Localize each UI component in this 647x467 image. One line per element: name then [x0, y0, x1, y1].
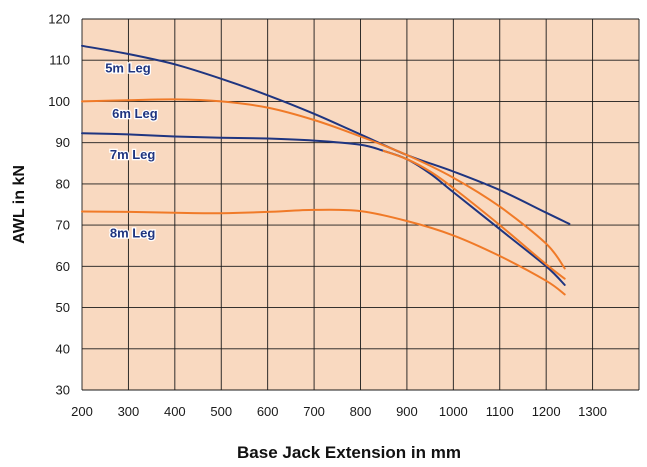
x-tick-label: 500	[210, 404, 232, 419]
series-line	[382, 149, 566, 280]
y-tick-label: 90	[56, 135, 70, 150]
series-line	[81, 98, 566, 270]
series-line	[81, 44, 571, 225]
series-label: 8m Leg	[110, 225, 156, 240]
x-tick-label: 1300	[578, 404, 607, 419]
y-axis-ticks: 30 40 50 60 70 80 90 100 110 120	[48, 12, 70, 398]
series-labels: 5m Leg 6m Leg 7m Leg 8m Leg	[104, 59, 159, 241]
y-tick-label: 120	[48, 12, 70, 27]
x-axis-title: Base Jack Extension in mm	[237, 443, 461, 462]
y-tick-label: 50	[56, 300, 70, 315]
y-tick-label: 30	[56, 383, 70, 398]
x-tick-label: 1000	[439, 404, 468, 419]
y-tick-label: 60	[56, 259, 70, 274]
series-label: 7m Leg	[110, 147, 156, 162]
x-tick-label: 400	[164, 404, 186, 419]
y-tick-label: 70	[56, 218, 70, 233]
series-label: 6m Leg	[112, 106, 158, 121]
grid-lines	[81, 18, 640, 391]
series-line	[81, 132, 566, 286]
x-tick-label: 700	[303, 404, 325, 419]
series-line	[81, 208, 566, 296]
x-tick-label: 1100	[486, 404, 514, 419]
x-axis-ticks: 200 300 400 500 600 700 800 900 1000 1100 1200 1300	[71, 404, 607, 419]
y-tick-label: 80	[56, 176, 70, 191]
x-tick-label: 1200	[532, 404, 561, 419]
x-tick-label: 800	[350, 404, 372, 419]
series-label: 5m Leg	[105, 60, 151, 75]
y-axis-title: AWL in kN	[11, 165, 28, 244]
x-tick-label: 200	[71, 404, 93, 419]
x-tick-label: 900	[396, 404, 418, 419]
y-tick-label: 100	[48, 94, 70, 109]
x-tick-label: 300	[118, 404, 140, 419]
y-tick-label: 40	[56, 341, 70, 356]
x-tick-label: 600	[257, 404, 279, 419]
y-tick-label: 110	[49, 53, 70, 68]
series-lines	[81, 44, 571, 296]
